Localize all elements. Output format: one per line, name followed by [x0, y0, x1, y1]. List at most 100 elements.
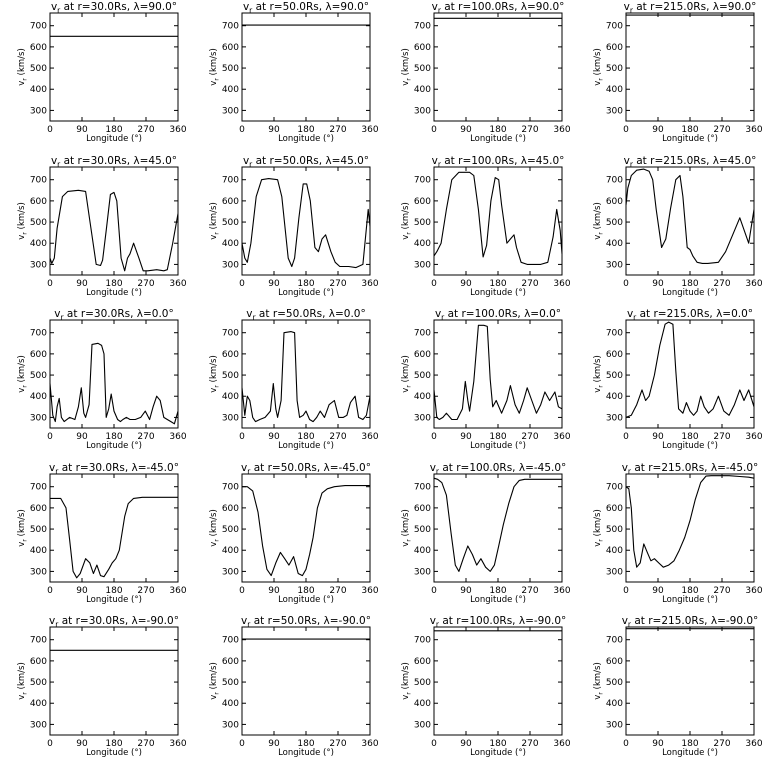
- x-tick-label: 90: [460, 279, 472, 289]
- x-tick-label: 270: [713, 279, 730, 289]
- x-axis-label: Longitude (°): [470, 748, 526, 758]
- y-tick-label: 600: [606, 504, 623, 514]
- x-tick-label: 360: [553, 739, 570, 749]
- x-tick-label: 270: [713, 586, 730, 596]
- x-tick-label: 0: [239, 432, 245, 442]
- x-tick-label: 180: [681, 279, 698, 289]
- vr-series-line: [49, 189, 179, 272]
- y-tick-label: 500: [222, 678, 239, 688]
- y-tick-label: 600: [222, 350, 239, 360]
- y-tick-label: 700: [606, 22, 623, 32]
- y-tick-label: 300: [222, 567, 239, 577]
- y-tick-label: 500: [414, 678, 431, 688]
- y-tick-label: 600: [30, 43, 47, 53]
- y-tick-label: 700: [414, 176, 431, 186]
- x-tick-label: 270: [521, 432, 538, 442]
- y-tick-label: 500: [30, 371, 47, 381]
- x-tick-label: 90: [652, 279, 664, 289]
- vr-series-line: [433, 477, 562, 572]
- subplot-r50.0-lat45.0: 0 90 180 270 360 300 400 500 600 700 vr at r=50.0R…: [209, 155, 379, 298]
- subplot-title: vr at r=30.0Rs, λ=45.0°: [51, 155, 177, 169]
- x-tick-label: 0: [623, 125, 629, 135]
- x-tick-label: 270: [329, 586, 346, 596]
- x-tick-label: 270: [137, 125, 154, 135]
- y-tick-label: 600: [414, 350, 431, 360]
- y-tick-label: 300: [30, 720, 47, 730]
- subplot-r215.0-lat0.0: 0 90 180 270 360 300 400 500 600 700 vr at r=215.0…: [593, 308, 763, 451]
- y-tick-label: 400: [222, 239, 239, 249]
- y-tick-label: 300: [414, 413, 431, 423]
- x-tick-label: 360: [745, 739, 762, 749]
- y-tick-label: 600: [414, 43, 431, 53]
- y-tick-label: 700: [30, 176, 47, 186]
- y-tick-label: 600: [30, 504, 47, 514]
- x-tick-label: 270: [329, 125, 346, 135]
- y-tick-label: 600: [606, 657, 623, 667]
- x-tick-label: 180: [681, 432, 698, 442]
- x-tick-label: 270: [137, 279, 154, 289]
- x-axis-label: Longitude (°): [278, 748, 334, 758]
- y-axis-label: vr (km/s): [593, 48, 605, 86]
- y-tick-label: 300: [222, 106, 239, 116]
- plot-frame: [625, 12, 755, 122]
- x-axis-label: Longitude (°): [662, 595, 718, 605]
- subplot-title: vr at r=100.0Rs, λ=0.0°: [435, 308, 561, 322]
- y-axis-label: vr (km/s): [17, 662, 29, 700]
- vr-series-line: [625, 168, 755, 264]
- subplot-r100.0-lat0.0: 0 90 180 270 360 300 400 500 600 700 vr at r=100.0…: [401, 308, 571, 451]
- x-tick-label: 360: [361, 279, 378, 289]
- subplot-r50.0-lat90.0: 0 90 180 270 360 300 400 500 600 700 vr at r=50.0R…: [209, 1, 379, 144]
- y-tick-label: 300: [30, 106, 47, 116]
- x-tick-label: 360: [745, 125, 762, 135]
- y-tick-label: 700: [222, 636, 239, 646]
- subplot-title: vr at r=50.0Rs, λ=0.0°: [246, 308, 365, 322]
- plot-frame: [241, 473, 371, 583]
- x-tick-label: 90: [76, 586, 88, 596]
- x-tick-label: 0: [431, 586, 437, 596]
- x-tick-label: 180: [297, 586, 314, 596]
- x-axis-label: Longitude (°): [470, 134, 526, 144]
- subplot-title: vr at r=30.0Rs, λ=-45.0°: [49, 462, 179, 476]
- y-tick-label: 500: [30, 218, 47, 228]
- plot-frame: [433, 319, 563, 429]
- y-tick-label: 500: [30, 64, 47, 74]
- plot-frame: [49, 473, 179, 583]
- subplot-title: vr at r=100.0Rs, λ=90.0°: [432, 1, 565, 15]
- y-tick-label: 600: [222, 43, 239, 53]
- x-tick-label: 0: [47, 279, 53, 289]
- y-tick-label: 300: [30, 413, 47, 423]
- x-tick-label: 360: [361, 125, 378, 135]
- y-tick-label: 600: [222, 657, 239, 667]
- y-tick-label: 600: [222, 504, 239, 514]
- x-tick-label: 360: [745, 432, 762, 442]
- x-tick-label: 0: [623, 586, 629, 596]
- y-tick-label: 700: [222, 22, 239, 32]
- y-tick-label: 400: [606, 699, 623, 709]
- x-tick-label: 0: [47, 586, 53, 596]
- y-axis-label: vr (km/s): [593, 662, 605, 700]
- y-tick-label: 700: [414, 22, 431, 32]
- y-tick-label: 300: [414, 567, 431, 577]
- x-tick-label: 180: [681, 586, 698, 596]
- y-axis-label: vr (km/s): [401, 662, 413, 700]
- plot-frame: [625, 166, 755, 276]
- x-tick-label: 0: [47, 739, 53, 749]
- y-axis-label: vr (km/s): [209, 202, 221, 240]
- y-tick-label: 500: [222, 218, 239, 228]
- vr-series-line: [625, 321, 755, 418]
- x-axis-label: Longitude (°): [86, 595, 142, 605]
- y-tick-label: 400: [30, 699, 47, 709]
- x-tick-label: 360: [553, 432, 570, 442]
- x-tick-label: 180: [489, 739, 506, 749]
- y-tick-label: 300: [222, 720, 239, 730]
- y-axis-label: vr (km/s): [401, 202, 413, 240]
- plot-frame: [625, 473, 755, 583]
- x-tick-label: 90: [268, 125, 280, 135]
- x-tick-label: 0: [431, 125, 437, 135]
- x-tick-label: 180: [297, 432, 314, 442]
- plot-frame: [433, 166, 563, 276]
- y-tick-label: 500: [222, 371, 239, 381]
- x-tick-label: 180: [489, 125, 506, 135]
- x-tick-label: 0: [431, 432, 437, 442]
- y-tick-label: 600: [414, 657, 431, 667]
